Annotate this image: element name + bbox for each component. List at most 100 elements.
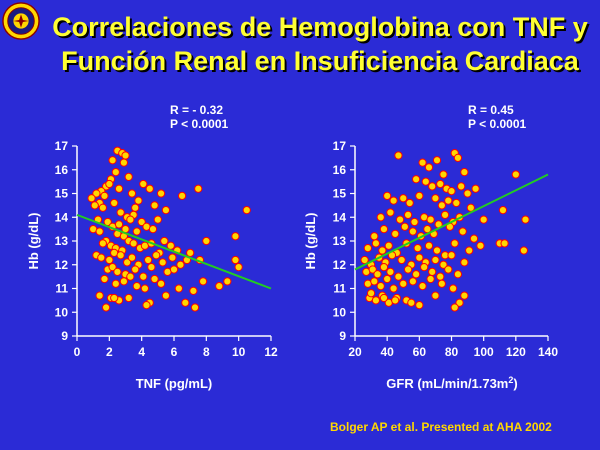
chart2-data-point bbox=[476, 241, 485, 250]
chart2-data-point bbox=[379, 263, 389, 272]
chart2-y-tick-label: 13 bbox=[333, 234, 347, 248]
chart2-data-point bbox=[453, 153, 463, 162]
chart2-data-point bbox=[466, 203, 475, 212]
chart1-data-point bbox=[166, 241, 175, 250]
chart2-data-point bbox=[458, 227, 467, 236]
chart2-data-point bbox=[399, 194, 408, 203]
chart2-data-point bbox=[384, 241, 393, 250]
chart1-data-point bbox=[87, 194, 96, 203]
chart1-data-point bbox=[169, 265, 179, 274]
chart1-data-point bbox=[174, 284, 183, 293]
chart1-data-point bbox=[116, 208, 125, 217]
citation: Bolger AP et al. Presented at AHA 2002 bbox=[330, 420, 552, 434]
chart1-data-point bbox=[137, 217, 146, 227]
chart2-data-point bbox=[500, 239, 509, 248]
chart2-data-point bbox=[400, 222, 409, 231]
chart2-data-point bbox=[405, 198, 414, 208]
chart1-data-point bbox=[113, 267, 122, 276]
chart1-data-point bbox=[242, 206, 251, 215]
chart1-data-point bbox=[161, 206, 171, 215]
chart1-x-tick-label: 0 bbox=[74, 345, 81, 359]
chart2-data-point bbox=[453, 270, 463, 279]
chart1-data-point bbox=[139, 272, 148, 281]
chart2-data-point bbox=[469, 234, 479, 243]
chart1-data-point bbox=[142, 301, 151, 310]
chart1-stats: R = - 0.32 P < 0.0001 bbox=[170, 103, 228, 131]
chart2-x-tick-label: 20 bbox=[348, 345, 362, 359]
chart1-data-point bbox=[132, 282, 141, 291]
chart1-data-point bbox=[150, 274, 159, 284]
chart1-data-point bbox=[144, 255, 153, 265]
chart2-data-point bbox=[370, 277, 379, 286]
chart2-data-point bbox=[460, 291, 469, 300]
chart2-data-point bbox=[452, 198, 461, 208]
chart2-data-point bbox=[511, 170, 520, 179]
chart2-data-point bbox=[395, 215, 405, 224]
chart1-data-point bbox=[176, 260, 185, 269]
chart1-data-point bbox=[189, 286, 198, 295]
chart1-data-point bbox=[119, 158, 128, 167]
chart1-data-point bbox=[156, 189, 166, 198]
chart2-y-tick-label: 16 bbox=[333, 163, 347, 177]
chart2-x-tick-label: 60 bbox=[413, 345, 427, 359]
chart2-data-point bbox=[457, 182, 466, 191]
slide-title-line-2: Función Renal en Insuficiencia Cardiaca bbox=[61, 46, 579, 76]
chart1-data-point bbox=[110, 198, 119, 208]
chart1-data-point bbox=[123, 258, 132, 267]
chart2-data-point bbox=[386, 267, 395, 276]
chart1-data-point bbox=[168, 253, 177, 262]
chart2-data-point bbox=[431, 255, 440, 265]
chart2-data-point bbox=[431, 194, 440, 203]
chart1-data-point bbox=[126, 272, 135, 281]
chart1-x-tick-label: 2 bbox=[106, 345, 113, 359]
chart1-data-point bbox=[98, 239, 107, 248]
chart1-x-tick-label: 6 bbox=[171, 345, 178, 359]
chart2-data-point bbox=[432, 246, 442, 255]
chart2-data-point bbox=[521, 215, 530, 224]
chart1-data-point bbox=[147, 263, 156, 272]
chart2-data-point bbox=[421, 177, 430, 186]
chart1-data-point bbox=[98, 203, 107, 212]
chart1-y-tick-label: 14 bbox=[55, 210, 69, 224]
chart2-data-point bbox=[368, 265, 377, 274]
chart2-y-axis-label: Hb (g/dL) bbox=[303, 212, 318, 269]
chart2-data-point bbox=[378, 246, 387, 255]
chart1-data-point bbox=[231, 255, 240, 265]
slide-title-line-1: Correlaciones de Hemoglobina con TNF y bbox=[52, 12, 588, 42]
chart2-data-point bbox=[412, 270, 421, 279]
chart1-data-point bbox=[114, 220, 124, 229]
chart1-data-point bbox=[100, 191, 109, 200]
chart1-data-point bbox=[134, 196, 143, 205]
chart2-data-point bbox=[439, 170, 448, 179]
chart2-x-axis-label: GFR (mL/min/1.73m2) bbox=[386, 375, 517, 391]
chart2-data-point bbox=[383, 191, 392, 200]
chart2-data-point bbox=[408, 277, 417, 286]
chart2-data-point bbox=[450, 303, 459, 312]
chart1-data-point bbox=[231, 232, 240, 241]
chart1-data-point bbox=[114, 184, 124, 193]
chart2-data-point bbox=[415, 301, 424, 310]
chart2-data-point bbox=[449, 284, 458, 293]
chart2-data-point bbox=[371, 239, 381, 248]
chart2-data-point bbox=[428, 267, 437, 276]
chart1-data-point bbox=[95, 291, 104, 300]
chart2-data-point bbox=[391, 296, 400, 305]
chart1-data-point bbox=[108, 263, 117, 272]
chart1-data-point bbox=[126, 215, 135, 224]
chart1-data-point bbox=[127, 189, 137, 198]
chart2-data-point bbox=[370, 232, 379, 241]
chart1-data-point bbox=[95, 227, 104, 236]
chart2-data-point bbox=[389, 284, 398, 293]
chart1-data-point bbox=[127, 253, 137, 262]
chart1-data-point bbox=[153, 215, 162, 224]
chart2-data-point bbox=[424, 163, 434, 172]
chart2-data-point bbox=[383, 274, 392, 284]
chart1-data-point bbox=[194, 184, 203, 193]
chart1-data-point bbox=[202, 236, 211, 246]
chart2-x-tick-label: 140 bbox=[538, 345, 558, 359]
chart2-data-point bbox=[360, 255, 369, 265]
chart1-data-point bbox=[105, 179, 114, 189]
chart2-y-tick-label: 11 bbox=[333, 282, 346, 296]
